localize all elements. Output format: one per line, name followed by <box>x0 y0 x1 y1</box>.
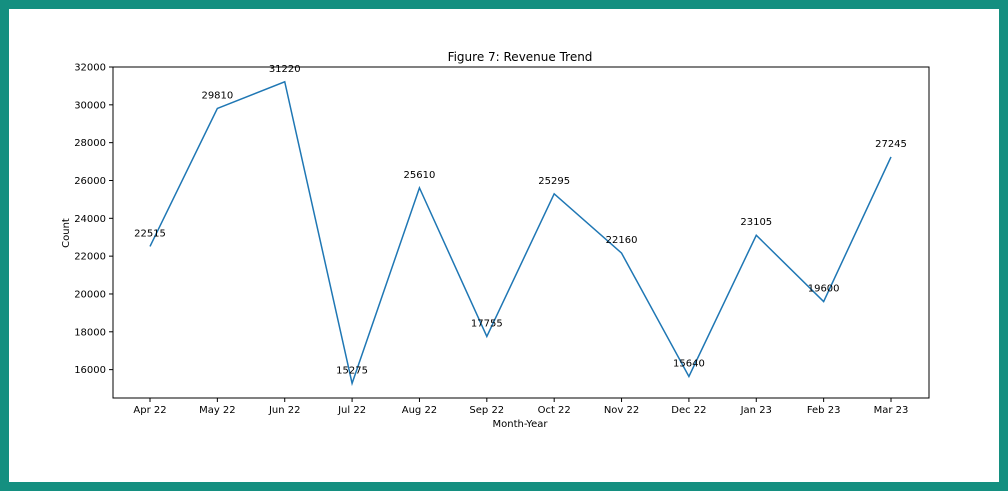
x-tick-label: Nov 22 <box>604 405 639 416</box>
data-label: 15640 <box>673 358 705 369</box>
data-labels: 22515 29810 31220 15275 25610 17755 25295 22160… <box>134 64 907 377</box>
y-tick-label: 18000 <box>74 327 106 338</box>
plot-area-frame <box>112 66 930 399</box>
x-tick-label: Aug 22 <box>402 405 437 416</box>
x-tick-label: Oct 22 <box>538 405 571 416</box>
x-axis-label: Month-Year <box>493 419 549 430</box>
chart-title: Figure 7: Revenue Trend <box>448 50 593 64</box>
y-axis: 16000 18000 20000 22000 24000 26000 28000 30000… <box>74 63 113 376</box>
y-tick-label: 22000 <box>74 252 106 263</box>
x-tick-label: Jun 22 <box>268 405 301 416</box>
data-label: 19600 <box>808 284 840 295</box>
data-label: 15275 <box>336 365 368 376</box>
x-tick-label: Jan 23 <box>740 405 772 416</box>
data-label: 29810 <box>201 90 233 101</box>
data-label: 23105 <box>740 217 772 228</box>
y-tick-label: 16000 <box>74 365 106 376</box>
data-label: 25610 <box>404 170 436 181</box>
x-axis: Apr 22 May 22 Jun 22 Jul 22 Aug 22 Sep 22 Oct … <box>133 398 908 416</box>
data-label: 17755 <box>471 318 503 329</box>
x-tick-label: May 22 <box>199 405 236 416</box>
revenue-series-line <box>149 80 892 387</box>
y-tick-label: 20000 <box>74 289 106 300</box>
data-label: 22515 <box>134 228 166 239</box>
data-label: 27245 <box>875 139 907 150</box>
data-label: 25295 <box>538 176 570 187</box>
y-tick-label: 28000 <box>74 138 106 149</box>
y-tick-label: 26000 <box>74 176 106 187</box>
data-label: 31220 <box>269 64 301 75</box>
x-tick-label: Dec 22 <box>671 405 706 416</box>
data-label: 22160 <box>606 235 638 246</box>
x-tick-label: Apr 22 <box>133 405 166 416</box>
y-tick-label: 32000 <box>74 63 106 74</box>
y-axis-label: Count <box>61 218 72 248</box>
x-tick-label: Jul 22 <box>337 405 366 416</box>
x-tick-label: Mar 23 <box>874 405 909 416</box>
y-tick-label: 24000 <box>74 214 106 225</box>
figure-frame <box>9 9 999 482</box>
y-tick-label: 30000 <box>74 100 106 111</box>
x-tick-label: Feb 23 <box>807 405 841 416</box>
x-tick-label: Sep 22 <box>469 405 504 416</box>
